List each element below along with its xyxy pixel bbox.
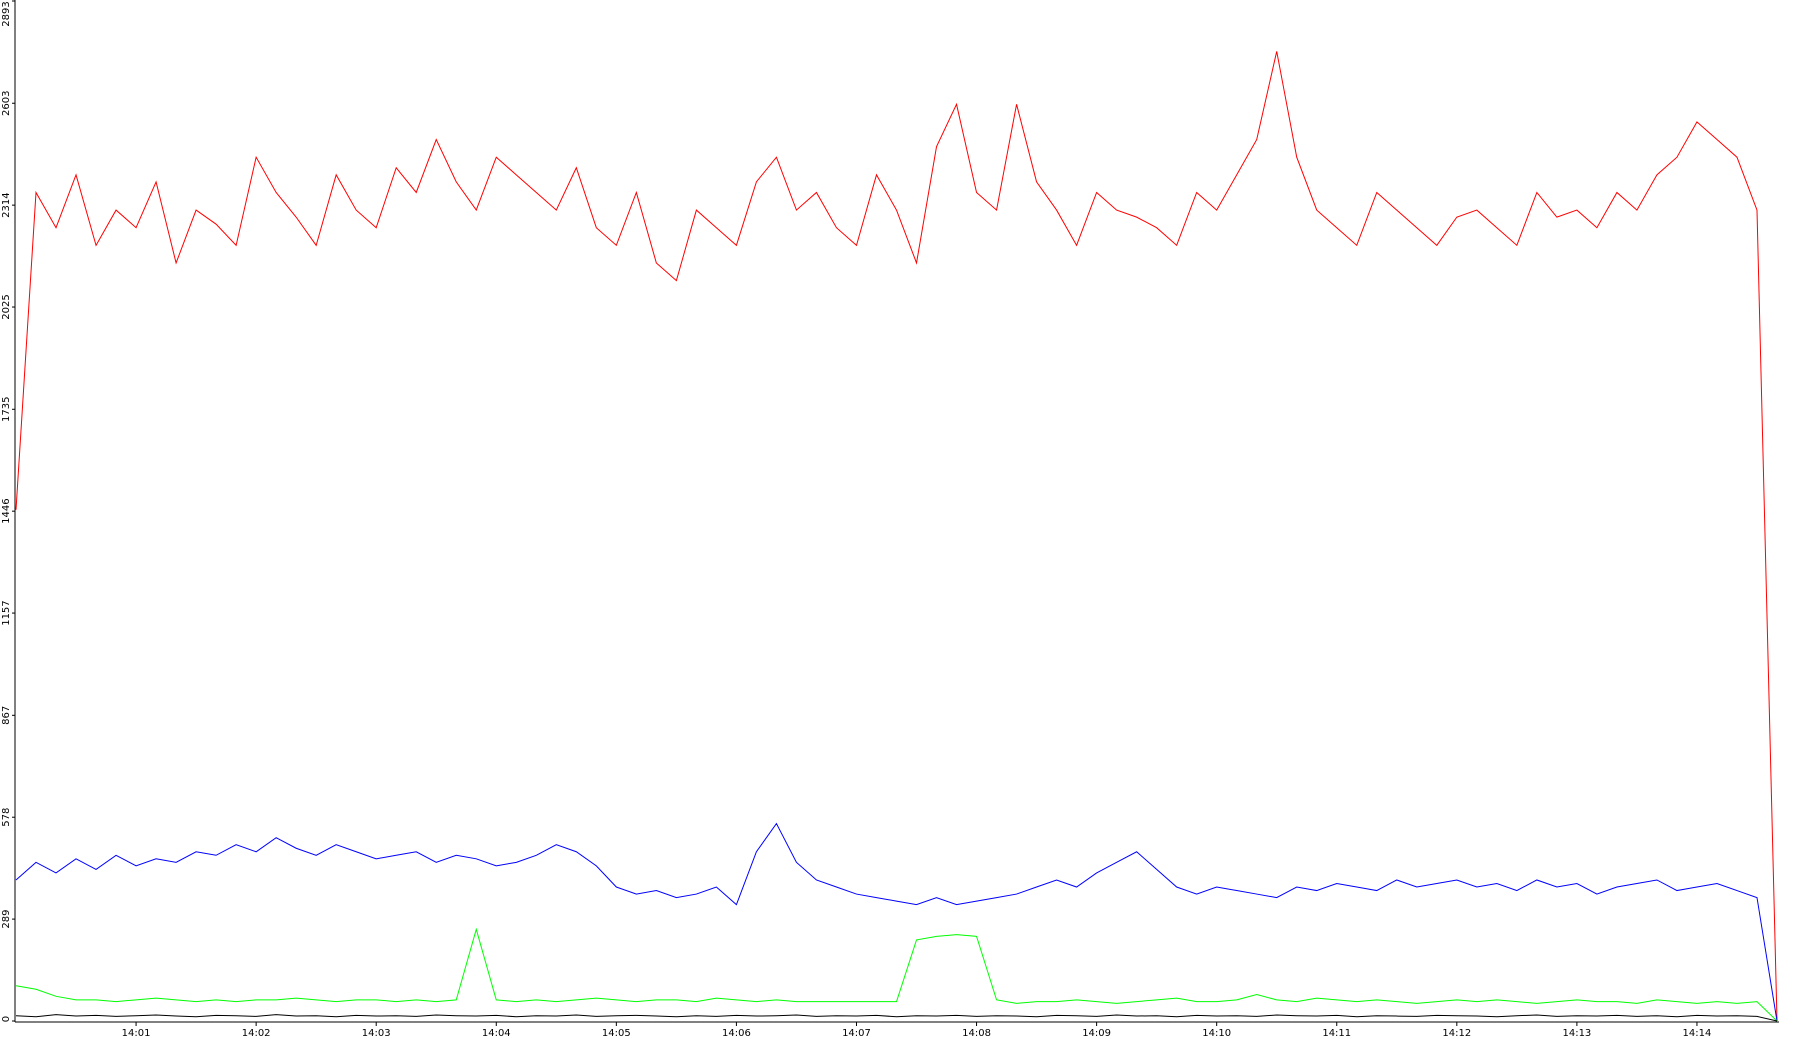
series-line — [15, 927, 1778, 1022]
y-tick-label: 0 — [1, 1016, 12, 1022]
x-tick-label: 14:07 — [842, 1028, 871, 1039]
x-tick-label: 14:03 — [362, 1028, 391, 1039]
x-tick-label: 14:05 — [602, 1028, 631, 1039]
x-tick-label: 14:06 — [722, 1028, 751, 1039]
y-tick-label: 1446 — [1, 498, 12, 523]
x-tick-label: 14:08 — [962, 1028, 991, 1039]
y-tick-label: 578 — [1, 808, 12, 827]
x-tick-label: 14:14 — [1683, 1028, 1712, 1039]
series-line — [15, 822, 1778, 1022]
x-tick-label: 14:10 — [1202, 1028, 1231, 1039]
y-tick-label: 2893 — [1, 1, 12, 26]
y-tick-label: 2314 — [1, 192, 12, 217]
y-tick-label: 289 — [1, 910, 12, 929]
y-tick-label: 867 — [1, 706, 12, 725]
x-tick-label: 14:11 — [1322, 1028, 1351, 1039]
x-tick-label: 14:09 — [1082, 1028, 1111, 1039]
series-line — [15, 1014, 1778, 1022]
y-tick-label: 1157 — [1, 600, 12, 625]
series-line — [15, 51, 1778, 1022]
x-tick-label: 14:02 — [242, 1028, 271, 1039]
x-tick-label: 14:01 — [122, 1028, 151, 1039]
x-tick-label: 14:13 — [1562, 1028, 1591, 1039]
y-tick-label: 2025 — [1, 294, 12, 319]
x-tick-label: 14:12 — [1442, 1028, 1471, 1039]
y-tick-label: 1735 — [1, 397, 12, 422]
y-tick-label: 2603 — [1, 91, 12, 116]
x-tick-label: 14:04 — [482, 1028, 511, 1039]
